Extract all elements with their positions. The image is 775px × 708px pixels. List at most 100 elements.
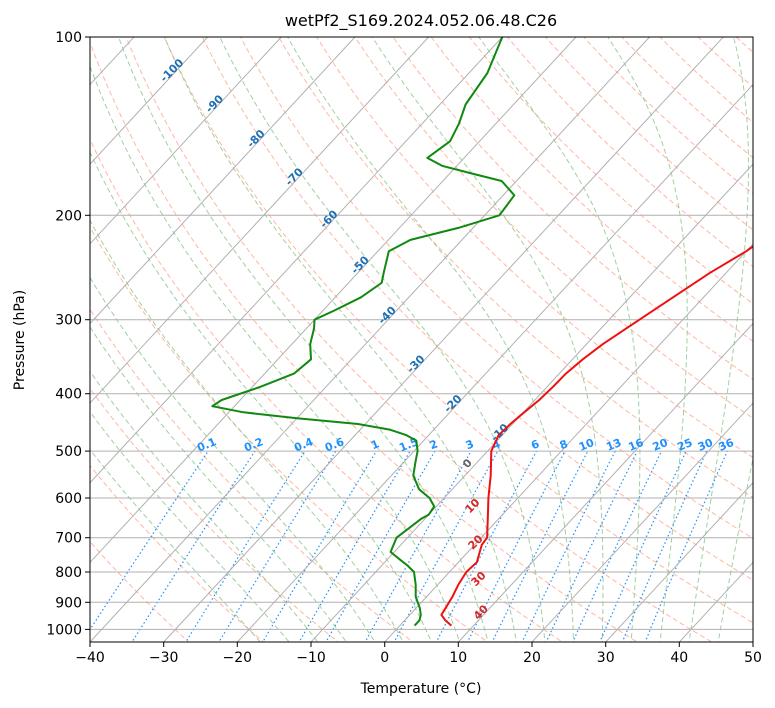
x-tick-label: −10 [296,650,326,666]
y-tick-label: 400 [55,387,82,403]
moist-adiabat-line [688,37,749,642]
y-tick-label: 800 [55,565,82,581]
isotherm-line [605,482,753,642]
moist-adiabat-line [90,151,432,642]
dry-adiabat-line [239,37,753,540]
y-tick-label: 200 [55,208,82,224]
isotherm-line [384,243,753,642]
y-tick-label: 1000 [46,622,82,638]
dry-adiabat-line [90,226,489,642]
moist-adiabat-line [90,410,290,642]
grid-lines [90,37,753,642]
moist-adiabat-line [90,326,348,642]
isotherm-line [457,322,753,642]
mixing-ratio-line [364,450,472,642]
mixing-ratio-line [393,450,499,642]
mixing-ratio-line [325,450,436,642]
chart-title: wetPf2_S169.2024.052.06.48.C26 [285,11,557,31]
mixing-ratio-label: 36 [717,436,736,454]
y-axis-label: Pressure (hPa) [12,290,28,390]
profile-series [211,37,753,627]
x-tick-label: 20 [523,650,541,666]
dry-adiabat-line [278,37,753,499]
moist-adiabat-line [90,219,404,642]
mixing-ratio-label: 30 [696,436,715,454]
isotherm-line [90,37,209,165]
dry-adiabats [90,37,753,642]
mixing-ratio-line [621,450,708,642]
moist-adiabat-line [371,37,604,642]
mixing-ratio-label: 13 [604,436,623,454]
dry-adiabat-line [316,37,753,459]
moist-adiabat-line [607,37,688,642]
dry-adiabat-line [90,138,564,642]
y-axis-ticks: 100 200 300 400 500 600 700 800 900 1000 [46,30,90,638]
mixing-ratio-label: 10 [577,436,596,454]
x-tick-label: 0 [380,650,389,666]
isotherm-line [236,83,753,642]
y-tick-label: 700 [55,531,82,547]
mixing-ratio-line [90,450,209,631]
isotherm-line [90,37,282,245]
moist-adiabats [90,37,753,642]
mixing-ratio-line [491,450,589,642]
moist-adiabat-line [90,370,319,642]
isotherm-line [90,37,651,642]
mixing-ratio-line [262,450,377,642]
isotherm-line [90,37,356,325]
dry-adiabat-line [163,37,753,624]
isotherm-line [90,37,577,564]
y-tick-label: 500 [55,444,82,460]
temperature-profile-line [440,245,753,627]
dry-adiabat-line [430,37,753,342]
moist-adiabat-line [90,276,376,642]
dry-adiabat-line [90,387,340,642]
isotherm-line [90,37,503,484]
y-tick-label: 300 [55,313,82,329]
x-axis-label: Temperature (°C) [360,681,482,697]
plot-area: 0.1 0.2 0.4 0.6 1 1.5 2 3 4 6 8 10 13 16 20 25 30 36-100-… [90,37,753,642]
plot-frame [89,36,754,643]
mixing-ratio-label: 20 [651,436,670,454]
x-tick-label: 30 [597,650,615,666]
isotherm-line [163,37,724,642]
isotherm-line [531,402,753,642]
mixing-ratio-label: 1 [369,437,381,452]
mixing-ratio-label: 8 [558,437,570,452]
dewpoint-profile-line [211,37,516,627]
dry-adiabat-line [201,37,753,581]
dry-adiabat-line [90,308,414,642]
x-tick-label: −30 [149,650,179,666]
x-tick-label: 50 [744,650,762,666]
mixing-ratio-line [131,450,256,642]
moist-adiabat-line [717,456,753,642]
mixing-ratio-label: 2 [428,437,440,452]
x-tick-label: −40 [75,650,105,666]
dry-adiabat-line [544,37,753,231]
x-tick-label: −20 [223,650,253,666]
mixing-ratio-label: 25 [675,436,694,454]
mixing-ratio-label: 3 [464,437,476,452]
mixing-ratio-line [298,450,411,642]
dry-adiabat-line [392,37,753,380]
moist-adiabat-line [163,37,518,642]
dry-adiabat-line [90,40,638,642]
y-tick-label: 600 [55,491,82,507]
mixing-ratio-label: 16 [626,436,645,454]
mixing-ratio-line [545,450,638,642]
y-tick-label: 100 [55,30,82,46]
dry-adiabat-line [90,464,265,642]
dry-adiabat-line [583,37,753,195]
dry-adiabat-line [125,37,713,642]
mixing-ratio-lines [90,450,729,642]
mixing-ratio-line [644,450,729,642]
isotherm-line [310,163,753,642]
dry-adiabat-line [468,37,753,305]
moist-adiabat-line [287,37,575,642]
mixing-ratio-line [521,450,616,642]
y-tick-label: 900 [55,595,82,611]
isotherm-line [90,37,430,404]
x-tick-label: 10 [449,650,467,666]
